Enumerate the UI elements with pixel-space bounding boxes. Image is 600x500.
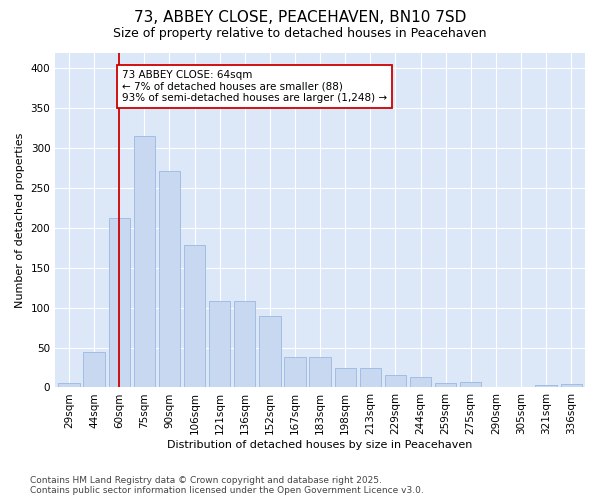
Text: 73, ABBEY CLOSE, PEACEHAVEN, BN10 7SD: 73, ABBEY CLOSE, PEACEHAVEN, BN10 7SD [134,10,466,25]
Bar [259,316,281,388]
Text: 73 ABBEY CLOSE: 64sqm
← 7% of detached houses are smaller (88)
93% of semi-detac: 73 ABBEY CLOSE: 64sqm ← 7% of detached h… [122,70,387,103]
Bar [159,170,180,388]
Y-axis label: Number of detached properties: Number of detached properties [15,132,25,308]
Bar [435,384,457,388]
Text: Contains HM Land Registry data © Crown copyright and database right 2025.
Contai: Contains HM Land Registry data © Crown c… [30,476,424,495]
Bar [535,385,557,388]
Bar [359,368,381,388]
Bar [410,377,431,388]
Bar [83,352,105,388]
Bar [560,384,582,388]
Bar [310,357,331,388]
Bar [460,382,481,388]
Bar [335,368,356,388]
Bar [284,357,305,388]
Bar [109,218,130,388]
Text: Size of property relative to detached houses in Peacehaven: Size of property relative to detached ho… [113,28,487,40]
X-axis label: Distribution of detached houses by size in Peacehaven: Distribution of detached houses by size … [167,440,473,450]
Bar [209,300,230,388]
Bar [385,374,406,388]
Bar [134,136,155,388]
Bar [234,300,256,388]
Bar [184,246,205,388]
Bar [58,384,80,388]
